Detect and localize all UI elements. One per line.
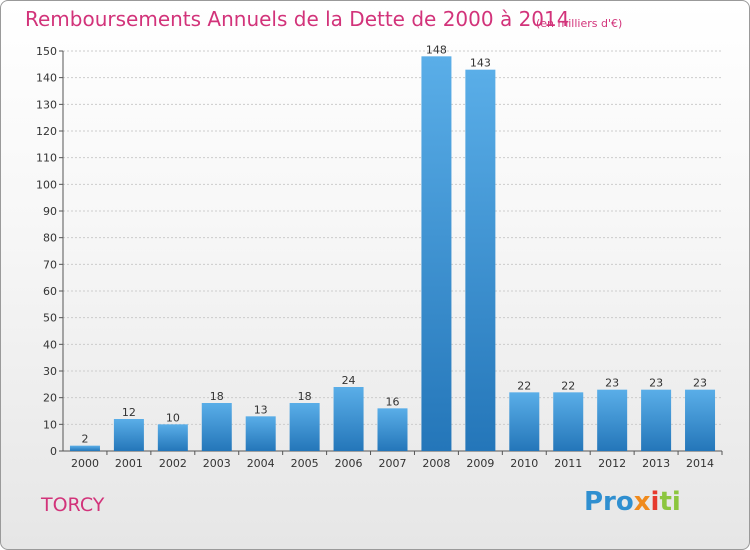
y-tick-label: 10 bbox=[43, 418, 57, 431]
x-tick-label: 2012 bbox=[598, 457, 626, 470]
bar bbox=[465, 69, 496, 452]
bar bbox=[113, 419, 144, 451]
x-tick-label: 2013 bbox=[642, 457, 670, 470]
bar-value-label: 16 bbox=[386, 395, 400, 408]
y-tick-label: 70 bbox=[43, 258, 57, 271]
x-tick-label: 2011 bbox=[554, 457, 582, 470]
bar bbox=[333, 387, 364, 451]
x-tick-label: 2004 bbox=[247, 457, 275, 470]
x-tick-label: 2010 bbox=[510, 457, 538, 470]
y-tick-label: 80 bbox=[43, 232, 57, 245]
x-tick-label: 2009 bbox=[466, 457, 494, 470]
y-tick-label: 140 bbox=[36, 72, 57, 85]
x-axis-labels: 2000 2001 2002 2003 2004 2005 2006 2007 2008 2009… bbox=[71, 451, 723, 470]
commune-name: TORCY bbox=[41, 494, 105, 516]
bar-value-label: 22 bbox=[561, 379, 575, 392]
logo-part: i bbox=[650, 487, 660, 517]
y-tick-label: 20 bbox=[43, 392, 57, 405]
bar bbox=[553, 392, 584, 451]
x-tick-label: 2001 bbox=[115, 457, 143, 470]
y-axis-ticks: 0 10 20 30 40 50 60 70 80 90 100 110 120 130 140 150 bbox=[36, 45, 63, 458]
bar bbox=[201, 403, 232, 451]
x-tick-label: 2006 bbox=[335, 457, 363, 470]
y-tick-label: 0 bbox=[50, 445, 57, 458]
bar-value-label: 2 bbox=[81, 433, 88, 446]
bar bbox=[685, 389, 716, 451]
chart-subtitle: (en milliers d'€) bbox=[536, 17, 623, 30]
bar bbox=[597, 389, 628, 451]
y-tick-label: 100 bbox=[36, 178, 57, 191]
x-tick-label: 2007 bbox=[379, 457, 407, 470]
bar-value-label: 18 bbox=[210, 390, 224, 403]
bar bbox=[421, 56, 452, 451]
y-tick-label: 150 bbox=[36, 45, 57, 58]
bar bbox=[509, 392, 540, 451]
logo-part: ti bbox=[659, 487, 681, 517]
y-tick-label: 120 bbox=[36, 125, 57, 138]
bar-value-label: 12 bbox=[122, 406, 136, 419]
bar-value-label: 24 bbox=[342, 374, 356, 387]
y-tick-label: 40 bbox=[43, 338, 57, 351]
x-tick-label: 2003 bbox=[203, 457, 231, 470]
bar-value-label: 10 bbox=[166, 411, 180, 424]
bar-value-label: 13 bbox=[254, 403, 268, 416]
y-tick-label: 60 bbox=[43, 285, 57, 298]
y-tick-label: 90 bbox=[43, 205, 57, 218]
logo-part: x bbox=[633, 487, 651, 517]
y-tick-label: 50 bbox=[43, 312, 57, 325]
bar-value-label: 23 bbox=[693, 377, 707, 390]
y-tick-label: 30 bbox=[43, 365, 57, 378]
chart-title: Remboursements Annuels de la Dette de 20… bbox=[25, 7, 570, 31]
bar-value-label: 148 bbox=[426, 43, 447, 56]
x-tick-label: 2005 bbox=[291, 457, 319, 470]
bar-value-label: 143 bbox=[470, 57, 491, 70]
y-tick-label: 130 bbox=[36, 98, 57, 111]
logo-part: Pro bbox=[584, 487, 634, 517]
x-tick-label: 2002 bbox=[159, 457, 187, 470]
x-tick-label: 2014 bbox=[686, 457, 714, 470]
x-tick-label: 2000 bbox=[71, 457, 99, 470]
bar bbox=[641, 389, 672, 451]
bar-value-label: 22 bbox=[517, 379, 531, 392]
x-tick-label: 2008 bbox=[422, 457, 450, 470]
proxiti-logo: Proxiti bbox=[584, 487, 681, 517]
bar bbox=[289, 403, 320, 451]
bar bbox=[377, 408, 408, 451]
bar bbox=[69, 445, 100, 451]
bar-value-label: 23 bbox=[649, 377, 663, 390]
y-tick-label: 110 bbox=[36, 152, 57, 165]
bar bbox=[157, 424, 188, 451]
bar bbox=[245, 416, 276, 451]
bar-value-label: 18 bbox=[298, 390, 312, 403]
bars bbox=[69, 56, 716, 452]
bar-value-label: 23 bbox=[605, 377, 619, 390]
bar-value-labels: 2 12 10 18 13 18 24 16 148 143 22 22 23 23 23 bbox=[81, 43, 707, 445]
